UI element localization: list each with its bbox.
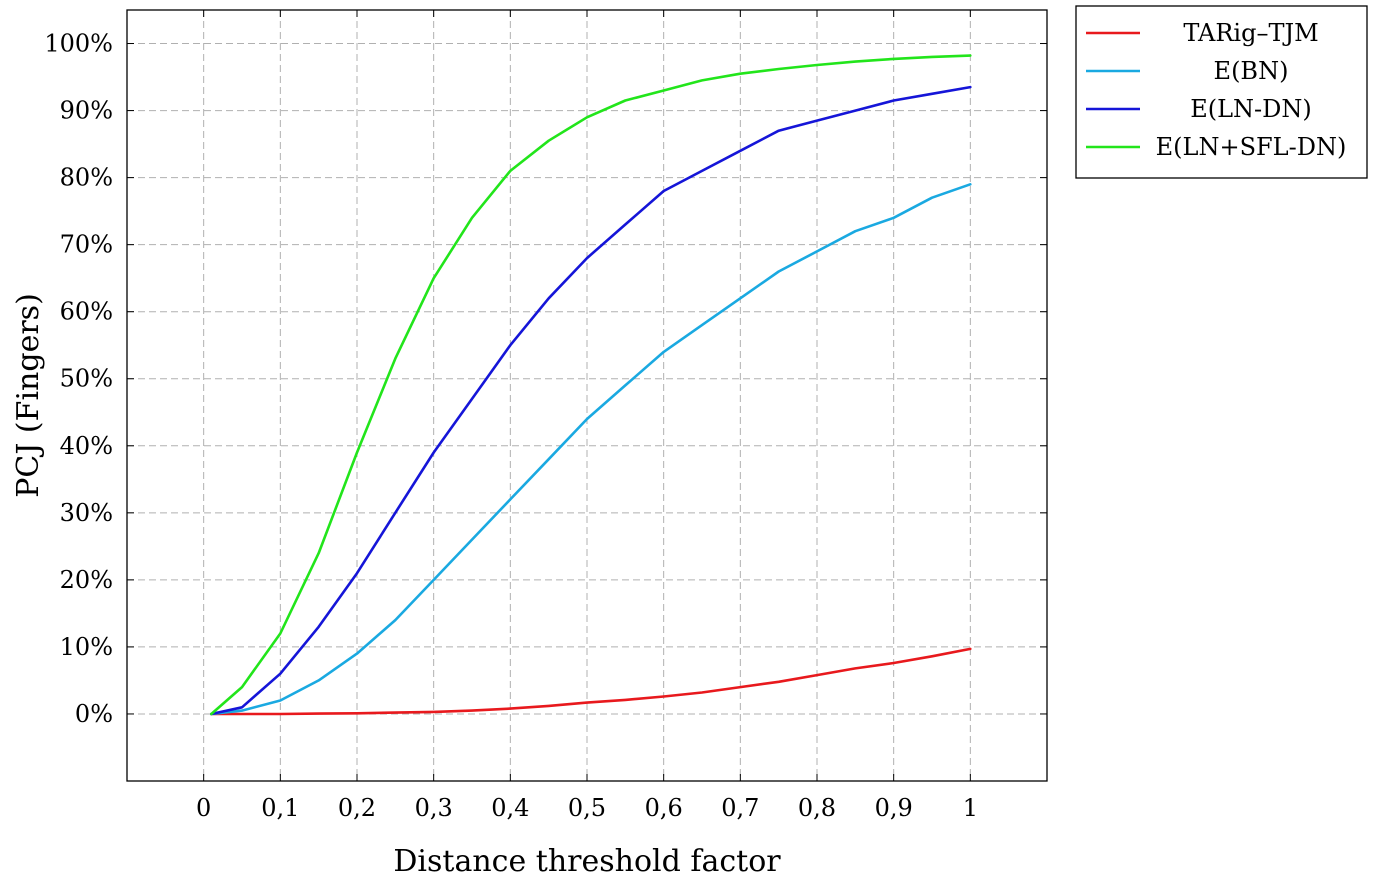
y-tick-label: 50% — [60, 365, 113, 393]
series-line-2 — [210, 85, 972, 716]
legend-box — [1075, 5, 1368, 179]
y-tick-label: 90% — [60, 97, 113, 125]
legend-label: E(LN+SFL-DN) — [1156, 133, 1347, 161]
x-tick-label: 0,4 — [491, 794, 529, 822]
y-tick-label: 20% — [60, 566, 113, 594]
series-line-3 — [210, 54, 972, 716]
y-tick-label: 30% — [60, 499, 113, 527]
x-tick-label: 0,1 — [261, 794, 299, 822]
x-tick-label: 0,6 — [645, 794, 683, 822]
legend-label: E(LN-DN) — [1190, 95, 1312, 123]
x-tick-label: 0,5 — [568, 794, 606, 822]
legend: TARig–TJM E(BN) E(LN-DN) E(LN+SFL-DN) — [1075, 5, 1368, 179]
axis-ticks: 0 0,1 0,2 0,3 0,4 0,5 0,6 0,7 0,8 0,9 10%10%20%30%… — [44, 10, 1047, 822]
y-tick-label: 100% — [44, 30, 113, 58]
x-tick-label: 1 — [963, 794, 978, 822]
x-tick-label: 0,3 — [415, 794, 453, 822]
series-lines — [210, 54, 972, 716]
grid — [127, 10, 1047, 781]
y-tick-label: 40% — [60, 432, 113, 460]
y-tick-label: 0% — [75, 700, 113, 728]
x-tick-label: 0,9 — [875, 794, 913, 822]
x-tick-label: 0 — [196, 794, 211, 822]
y-tick-label: 70% — [60, 231, 113, 259]
series-line-1 — [210, 183, 972, 716]
y-tick-label: 10% — [60, 633, 113, 661]
y-tick-label: 80% — [60, 164, 113, 192]
series-line-0 — [210, 647, 972, 716]
y-tick-label: 60% — [60, 298, 113, 326]
x-tick-label: 0,2 — [338, 794, 376, 822]
legend-label: E(BN) — [1214, 57, 1289, 85]
x-tick-label: 0,7 — [721, 794, 759, 822]
y-axis-title: PCJ (Fingers) — [11, 293, 46, 498]
legend-label: TARig–TJM — [1183, 19, 1318, 47]
x-axis-title: Distance threshold factor — [393, 844, 781, 879]
x-tick-label: 0,8 — [798, 794, 836, 822]
